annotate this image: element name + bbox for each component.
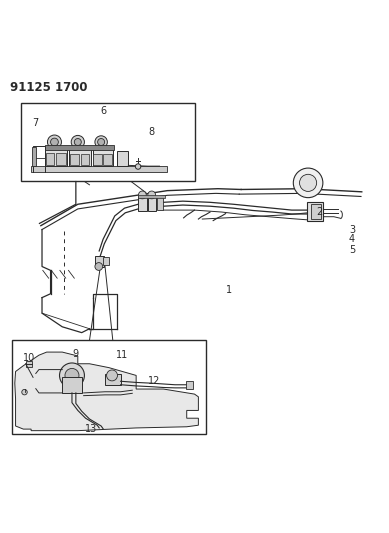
- Text: 7: 7: [32, 118, 38, 127]
- Text: 12: 12: [147, 376, 160, 386]
- Text: 2: 2: [316, 207, 322, 217]
- Circle shape: [293, 168, 323, 198]
- Text: 13: 13: [85, 424, 98, 434]
- Bar: [32, 148, 36, 166]
- Bar: [70, 154, 79, 165]
- Bar: [21, 103, 194, 181]
- Circle shape: [107, 370, 117, 381]
- Text: 8: 8: [149, 127, 155, 138]
- Text: 5: 5: [349, 245, 355, 255]
- Bar: [138, 196, 147, 211]
- Circle shape: [95, 136, 107, 148]
- Bar: [62, 377, 82, 393]
- Bar: [105, 374, 121, 385]
- Circle shape: [148, 191, 156, 199]
- Bar: [307, 202, 323, 221]
- Circle shape: [98, 139, 105, 146]
- Circle shape: [47, 135, 61, 149]
- Circle shape: [300, 174, 317, 191]
- Bar: [81, 154, 89, 165]
- Polygon shape: [15, 352, 198, 431]
- Bar: [45, 145, 114, 150]
- Bar: [148, 196, 156, 211]
- Bar: [186, 381, 193, 389]
- Text: 9: 9: [73, 349, 79, 359]
- Polygon shape: [31, 166, 167, 172]
- Circle shape: [138, 191, 146, 199]
- Circle shape: [65, 368, 79, 382]
- Bar: [12, 341, 206, 434]
- Text: 10: 10: [23, 353, 35, 363]
- Bar: [138, 195, 165, 198]
- Bar: [45, 146, 67, 166]
- Bar: [95, 256, 104, 266]
- Circle shape: [51, 138, 58, 146]
- Bar: [103, 154, 112, 165]
- Text: 3: 3: [349, 224, 355, 235]
- Bar: [103, 257, 109, 265]
- Bar: [56, 153, 66, 165]
- Text: 6: 6: [100, 106, 106, 116]
- Bar: [46, 153, 54, 165]
- Circle shape: [135, 164, 141, 169]
- Circle shape: [74, 139, 81, 146]
- Bar: [157, 196, 163, 210]
- Bar: [69, 146, 91, 166]
- Text: 1: 1: [226, 285, 233, 295]
- Circle shape: [95, 263, 103, 270]
- Bar: [311, 204, 321, 219]
- Bar: [93, 146, 113, 166]
- Circle shape: [60, 363, 84, 388]
- Circle shape: [71, 135, 84, 149]
- Bar: [117, 151, 128, 166]
- Text: 11: 11: [116, 350, 129, 360]
- Text: 4: 4: [349, 235, 355, 244]
- Text: 91125 1700: 91125 1700: [10, 80, 87, 94]
- Bar: [93, 154, 102, 165]
- Bar: [26, 361, 32, 367]
- Circle shape: [22, 390, 27, 395]
